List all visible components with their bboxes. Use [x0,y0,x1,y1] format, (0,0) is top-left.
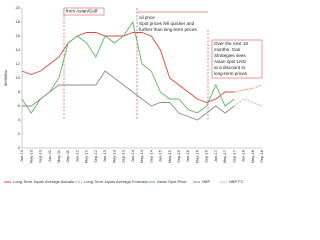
series-line [21,20,235,114]
y-tick-label: 14 [16,47,21,52]
y-axis-label: $/MMBtu [3,70,8,86]
x-tick-label: Sep-11 [65,149,70,162]
x-tick-label: Sep-12 [93,149,98,163]
x-tick-label: May-15 [167,149,172,163]
x-tick-label: Jan-13 [102,149,107,162]
y-tick-label: 10 [16,75,21,80]
y-tick-label: 8 [18,89,21,94]
x-tick-label: May-10 [28,149,33,163]
annotation: long-term prices [214,71,248,76]
x-tick-label: May-18 [250,149,255,163]
y-tick-label: 2 [18,131,21,136]
legend-label: Asian Spot Price [157,179,187,184]
series-line [21,32,235,103]
x-tick-label: Jan-11 [47,149,52,162]
annotation: Spot prices fell quicker and [139,21,195,26]
x-tick-label: Sep-14 [148,149,153,163]
series-line [234,98,263,107]
y-tick-label: 6 [18,103,21,108]
legend-label: Long-Term Japan Average Forecast [84,179,148,184]
y-tick-label: 12 [16,61,21,66]
x-tick-label: Jan-15 [158,149,163,162]
x-tick-label: Sep-10 [38,149,43,163]
x-tick-label: Sep-18 [259,149,264,163]
annotation-box [211,39,263,79]
x-tick-label: May-13 [111,149,116,163]
annotation: Over the next 18 [214,41,248,46]
y-tick-label: 4 [18,117,21,122]
x-tick-label: Sep-13 [121,149,126,163]
chart: $/MMBtu from Asian/Gulf oil price Spot p… [3,5,264,184]
annotation: at a discount to [214,65,246,70]
x-tick-label: Jan-16 [185,149,190,162]
x-tick-label: May-11 [56,149,61,163]
legend-label: NBP [202,179,211,184]
x-tick-label: Sep-17 [231,149,236,163]
annotation: from Asian/Gulf [66,9,98,14]
series-line [234,84,263,93]
legend-label: Long-Term Japan Average Actuals [13,179,74,184]
annotation: oil price [139,15,155,20]
x-tick-label: May-12 [84,149,89,163]
x-tick-label: Sep-15 [176,149,181,163]
x-tick-label: May-16 [194,149,199,163]
annotation: further than long-term prices [139,27,197,32]
x-tick-label: May-17 [222,149,227,163]
x-tick-label: May-14 [139,149,144,163]
series-line [22,70,235,121]
x-tick-label: Jan-12 [74,149,79,162]
legend-label: NBP FC [229,179,244,184]
y-tick-label: 18 [16,19,21,24]
x-tick-label: Jan-18 [241,149,246,162]
y-tick-label: 0 [18,145,21,150]
y-tick-label: 20 [16,5,21,10]
x-tick-label: Jan-10 [19,149,24,162]
y-tick-label: 16 [16,33,21,38]
annotation-box [63,7,105,16]
x-tick-label: Sep-16 [204,149,209,163]
x-tick-label: Jan-17 [213,149,218,162]
annotation: Strategies sees [214,53,246,58]
x-tick-label: Jan-14 [130,149,135,162]
annotation: Asian spot LNG [214,59,247,64]
annotation: months, Gas [214,47,241,52]
